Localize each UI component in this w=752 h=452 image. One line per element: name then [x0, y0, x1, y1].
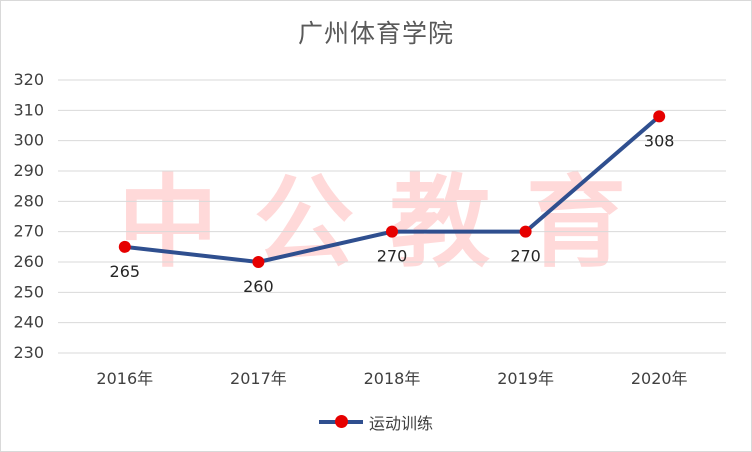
legend: 运动训练: [0, 410, 752, 434]
y-tick-label: 260: [13, 252, 44, 271]
legend-swatch: [318, 415, 363, 428]
y-tick-label: 320: [13, 70, 44, 89]
watermark: 中公教育: [118, 164, 662, 281]
x-tick-label: 2018年: [364, 369, 421, 388]
data-point: [252, 256, 265, 268]
y-tick-label: 270: [13, 222, 44, 241]
data-label: 260: [243, 277, 274, 296]
data-point: [653, 110, 666, 123]
y-tick-label: 250: [13, 282, 44, 301]
data-label: 270: [377, 247, 408, 266]
data-label: 308: [644, 131, 675, 150]
y-tick-label: 230: [13, 343, 44, 362]
y-tick-label: 290: [13, 161, 44, 180]
y-tick-label: 280: [13, 191, 44, 210]
y-tick-label: 300: [13, 131, 44, 150]
y-tick-label: 240: [13, 313, 44, 332]
data-point: [519, 225, 532, 238]
data-label: 265: [110, 262, 141, 281]
x-tick-label: 2019年: [497, 369, 554, 388]
chart-title: 广州体育学院: [297, 19, 454, 48]
data-point: [386, 225, 398, 238]
x-tick-label: 2017年: [230, 369, 287, 388]
y-tick-label: 310: [13, 100, 44, 119]
data-point: [118, 240, 131, 253]
x-tick-label: 2020年: [631, 369, 688, 388]
series-line: [122, 114, 662, 264]
x-tick-label: 2016年: [96, 369, 153, 388]
data-label: 270: [510, 247, 541, 266]
legend-label: 运动训练: [368, 414, 433, 433]
